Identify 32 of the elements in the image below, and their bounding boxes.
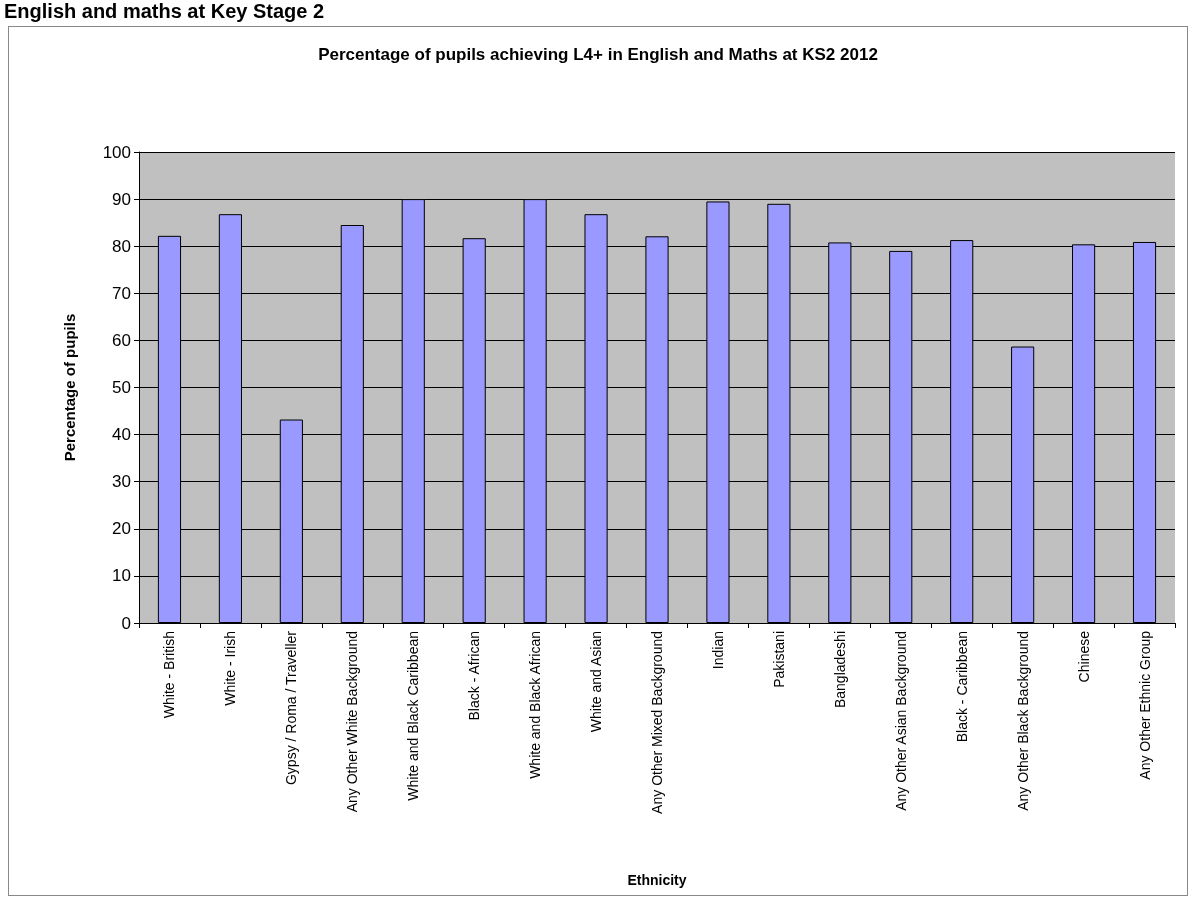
x-tick-label: White and Asian [588, 631, 605, 733]
y-tick-label: 100 [102, 142, 131, 162]
x-tick-label: Indian [709, 631, 726, 670]
x-tick-label: Any Other Asian Background [892, 631, 909, 811]
x-tick-label: White and Black African [527, 631, 544, 779]
y-tick-label: 10 [112, 566, 131, 586]
x-tick-label: White - British [161, 631, 178, 719]
y-tick-label: 90 [112, 189, 131, 209]
y-tick-label: 60 [112, 330, 131, 350]
y-tick-label: 70 [112, 283, 131, 303]
y-axis-title: Percentage of pupils [61, 313, 78, 462]
x-tick-label: Pakistani [770, 631, 787, 688]
x-tick-label: White - Irish [222, 631, 239, 706]
x-tick-label: Any Other Black Background [1014, 631, 1031, 811]
x-tick-label: Bangladeshi [831, 631, 848, 709]
x-tick-label: Any Other Mixed Background [649, 631, 665, 814]
y-tick-label: 20 [112, 519, 131, 539]
x-tick-label: White and Black Caribbean [405, 631, 422, 801]
x-tick-label: Any Other White Background [344, 631, 361, 813]
y-tick-label: 50 [112, 378, 131, 397]
chart-subtitle: Percentage of pupils achieving L4+ in English and Maths at KS2 2012 [318, 45, 878, 64]
chart-title: English and maths at Key Stage 2 [4, 0, 325, 23]
x-tick-label: Chinese [1075, 630, 1092, 683]
y-tick-label: 40 [112, 425, 131, 445]
y-tick-label: 80 [112, 236, 131, 256]
x-tick-label: Any Other Ethnic Group [1136, 630, 1153, 780]
x-tick-label: Black - African [466, 631, 483, 721]
y-tick-label: 30 [112, 472, 131, 492]
x-tick-label: Black - Caribbean [953, 631, 970, 743]
x-tick-label: Gypsy / Roma / Traveller [283, 630, 300, 786]
y-tick-label: 0 [121, 613, 131, 633]
x-axis-title: Ethnicity [627, 872, 687, 888]
